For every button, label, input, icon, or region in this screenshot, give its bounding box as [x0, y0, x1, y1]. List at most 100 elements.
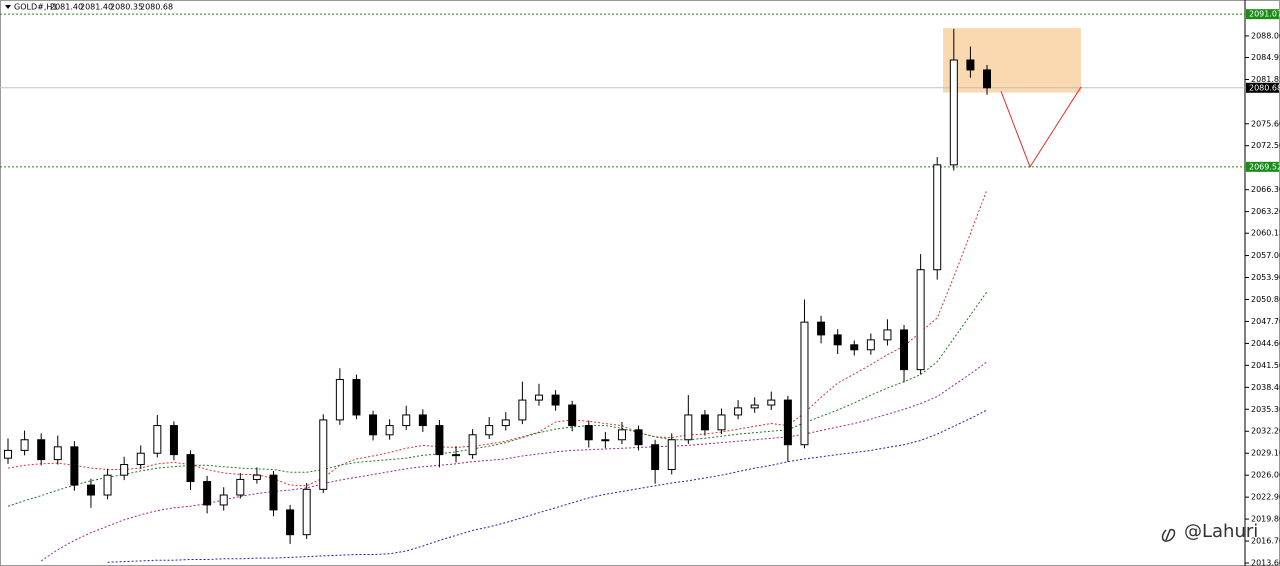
y-tick-label: 2026.00	[1251, 471, 1280, 480]
candle-body	[236, 478, 245, 496]
candle-body	[186, 454, 195, 483]
candle-body	[335, 379, 344, 421]
candle-body	[916, 269, 925, 371]
candle-body	[783, 399, 792, 446]
y-tick-label: 2029.10	[1251, 449, 1280, 458]
candle	[169, 421, 178, 461]
candle-body	[817, 321, 826, 336]
candle-body	[435, 425, 444, 456]
candle-body	[684, 414, 693, 441]
candle-body	[203, 481, 212, 506]
candle-body	[883, 329, 892, 341]
candle	[120, 456, 129, 481]
moving-average	[40, 361, 988, 562]
candle	[70, 441, 79, 491]
candle	[601, 431, 610, 449]
moving-average	[7, 189, 988, 487]
y-tick-label: 2013.60	[1251, 559, 1280, 566]
candle	[584, 420, 593, 448]
candle-body	[120, 464, 129, 476]
candle-body	[700, 414, 709, 431]
candle	[319, 414, 328, 493]
candle	[800, 299, 809, 449]
y-tick-label: 2032.20	[1251, 427, 1280, 436]
watermark: @Lahuri	[1184, 521, 1258, 542]
candle	[850, 340, 859, 356]
candle	[966, 46, 975, 78]
candle	[833, 329, 842, 355]
candle	[418, 409, 427, 432]
candle-body	[468, 434, 477, 456]
candle	[468, 429, 477, 459]
y-tick-label: 2022.90	[1251, 493, 1280, 502]
candle-body	[219, 494, 228, 506]
candle-body	[949, 59, 958, 166]
candle	[866, 333, 875, 355]
candle-body	[634, 429, 643, 446]
candle	[651, 439, 660, 484]
quote-high: 2081.40	[80, 3, 113, 12]
candle	[352, 374, 361, 420]
candle	[717, 408, 726, 435]
candle-body	[601, 439, 610, 442]
candle-body	[169, 425, 178, 456]
candle-body	[734, 407, 743, 416]
candle	[900, 324, 909, 383]
candle-body	[452, 454, 461, 457]
y-tick-label: 2035.30	[1251, 405, 1280, 414]
price-level-tag	[1246, 9, 1279, 20]
candle-body	[933, 164, 942, 271]
candle	[933, 157, 942, 280]
candle	[435, 419, 444, 468]
moving-average	[7, 291, 988, 507]
candle	[86, 478, 95, 508]
projection-path	[1000, 86, 1082, 168]
candle-body	[551, 394, 560, 406]
y-tick-label: 2084.95	[1251, 53, 1280, 62]
candle-body	[418, 414, 427, 427]
candle-body	[651, 444, 660, 471]
candle	[452, 446, 461, 463]
candle	[883, 319, 892, 346]
candle	[4, 438, 12, 464]
y-tick-label: 2019.80	[1251, 515, 1280, 524]
candle-body	[269, 474, 278, 511]
menu-arrow[interactable]	[5, 5, 11, 9]
y-tick-label: 2072.50	[1251, 141, 1280, 150]
y-tick-label: 2075.60	[1251, 119, 1280, 128]
candle-body	[966, 59, 975, 71]
candle-body	[402, 414, 411, 427]
candle	[269, 470, 278, 517]
candle	[103, 468, 112, 500]
candle	[617, 422, 626, 445]
candle	[534, 383, 543, 406]
candle-body	[53, 446, 62, 461]
symbol: GOLD#,H1	[14, 3, 57, 12]
candle-body	[302, 488, 311, 536]
candle	[700, 409, 709, 436]
candle-body	[617, 429, 626, 441]
price-level-label: 2069.52	[1249, 162, 1280, 171]
y-tick-label: 2081.85	[1251, 75, 1280, 84]
candle	[684, 395, 693, 445]
quote-close: 2080.68	[140, 3, 173, 12]
quote-low: 2080.35	[110, 3, 143, 12]
candle-body	[750, 404, 759, 409]
y-tick-label: 2063.20	[1251, 207, 1280, 216]
candle-body	[584, 425, 593, 441]
candle	[369, 410, 378, 441]
candle	[783, 395, 792, 462]
candle-body	[103, 474, 112, 496]
candle-body	[767, 399, 776, 406]
candle-body	[534, 394, 543, 401]
candle	[402, 405, 411, 430]
candle-body	[800, 321, 809, 446]
candle	[302, 482, 311, 539]
candle-body	[667, 439, 676, 471]
candle	[983, 64, 991, 95]
candle	[817, 315, 826, 344]
y-tick-label: 2047.70	[1251, 317, 1280, 326]
candle	[136, 445, 145, 469]
candle-body	[4, 449, 12, 459]
